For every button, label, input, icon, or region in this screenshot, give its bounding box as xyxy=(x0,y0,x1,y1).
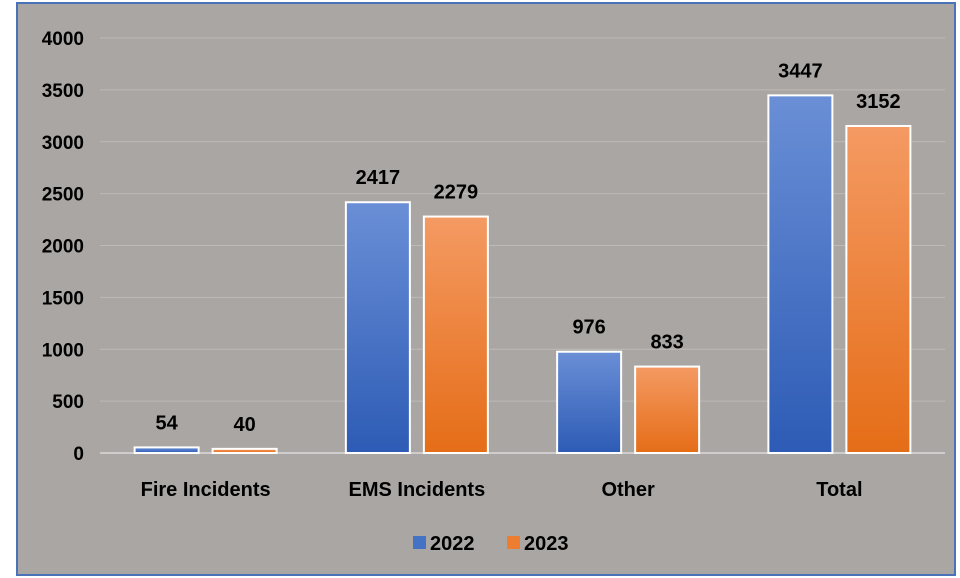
bar-2022-ems-incidents xyxy=(344,201,411,454)
x-category-label: Other xyxy=(601,479,655,501)
y-tick-label: 0 xyxy=(73,444,84,465)
data-label: 976 xyxy=(572,317,605,339)
y-tick-label: 2000 xyxy=(42,237,84,258)
data-label: 833 xyxy=(650,332,683,354)
legend-label: 2023 xyxy=(524,533,569,555)
x-category-label: Total xyxy=(816,479,862,501)
data-label: 2417 xyxy=(356,167,401,189)
x-category-label: Fire Incidents xyxy=(141,479,271,501)
y-tick-label: 1500 xyxy=(42,288,84,309)
bars xyxy=(133,94,912,455)
y-tick-label: 500 xyxy=(52,392,84,413)
y-tick-label: 1000 xyxy=(42,340,84,361)
bar-2023-ems-incidents xyxy=(422,215,489,454)
y-tick-label: 3500 xyxy=(42,81,84,102)
y-axis: 0 500 1000 1500 2000 2500 3000 3500 4000 xyxy=(42,29,84,465)
y-tick-label: 4000 xyxy=(42,29,84,50)
bar-2023-total xyxy=(845,124,912,454)
legend-swatch-2023 xyxy=(507,536,520,549)
data-label: 3152 xyxy=(856,91,901,113)
bar-2022-other xyxy=(556,350,623,454)
data-label: 2279 xyxy=(434,182,479,204)
bar-2023-fire-incidents xyxy=(211,447,278,455)
y-tick-label: 3000 xyxy=(42,133,84,154)
legend-swatch-2022 xyxy=(413,536,426,549)
data-label: 3447 xyxy=(778,60,823,82)
y-tick-label: 2500 xyxy=(42,185,84,206)
data-label: 54 xyxy=(156,412,179,434)
legend-label: 2022 xyxy=(430,533,475,555)
bar-2022-total xyxy=(767,94,834,454)
bar-2022-fire-incidents xyxy=(133,446,200,454)
data-labels: 54 40 2417 2279 976 833 3447 3152 xyxy=(156,60,901,435)
data-label: 40 xyxy=(234,414,256,436)
x-axis: Fire Incidents EMS Incidents Other Total xyxy=(141,479,863,501)
x-category-label: EMS Incidents xyxy=(349,479,486,501)
legend: 2022 2023 xyxy=(413,533,569,555)
bar-2023-other xyxy=(634,365,701,455)
